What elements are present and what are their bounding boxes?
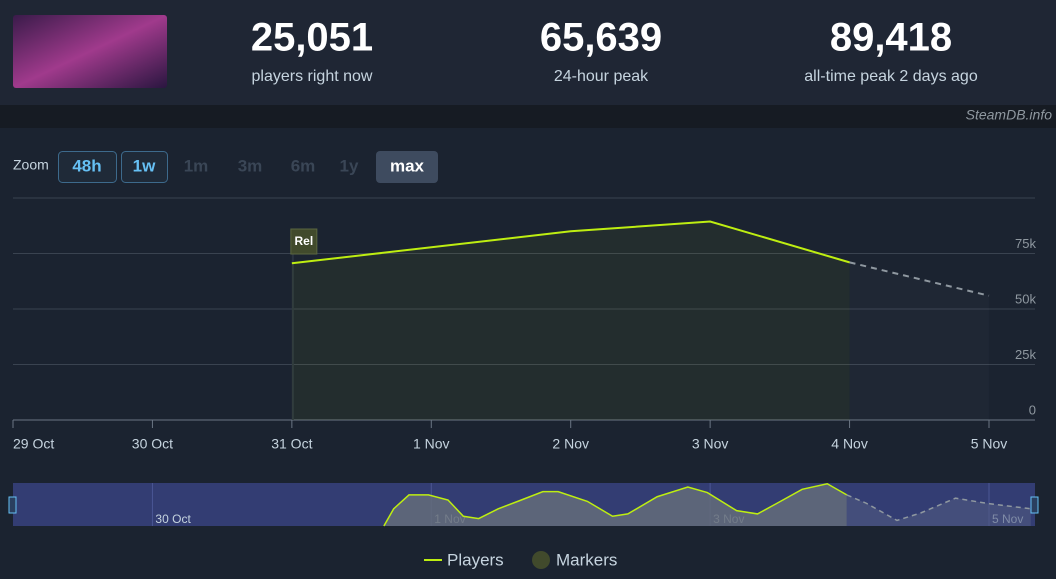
zoom-button-label[interactable]: 6m — [291, 156, 316, 175]
series-area — [291, 221, 850, 420]
navigator-handle[interactable] — [1030, 496, 1039, 514]
x-tick-label: 4 Nov — [831, 436, 868, 452]
marker-label: Rel — [295, 234, 314, 248]
x-tick-label: 3 Nov — [692, 436, 729, 452]
stat-label: 24-hour peak — [554, 68, 649, 85]
navigator-area — [383, 483, 847, 526]
zoom-button-label[interactable]: 1m — [184, 156, 209, 175]
navigator-handle[interactable] — [8, 496, 17, 514]
zoom-button-label[interactable]: 3m — [238, 156, 263, 175]
navigator-projection — [846, 494, 1031, 522]
strip — [0, 105, 1056, 128]
x-tick-label: 5 Nov — [971, 436, 1008, 452]
watermark: SteamDB.info — [966, 107, 1053, 123]
stat-value: 89,418 — [830, 16, 952, 60]
legend-label[interactable]: Players — [447, 550, 504, 569]
zoom-button[interactable] — [121, 151, 168, 183]
zoom-button[interactable] — [58, 151, 117, 183]
legend-label[interactable]: Markers — [556, 550, 617, 569]
stat-label: players right now — [252, 68, 373, 85]
stat-label: all-time peak 2 days ago — [804, 68, 978, 85]
stat-value: 25,051 — [251, 16, 373, 60]
x-tick-label: 1 Nov — [413, 436, 450, 452]
stat-value: 65,639 — [540, 16, 662, 60]
zoom-label: Zoom — [13, 157, 49, 173]
x-tick-label: 31 Oct — [271, 436, 312, 452]
navigator-tick-label: 30 Oct — [155, 512, 191, 526]
game-thumbnail — [13, 15, 167, 88]
y-tick-label: 0 — [1029, 402, 1036, 417]
zoom-button[interactable] — [376, 151, 438, 183]
zoom-button-label[interactable]: 48h — [72, 156, 101, 175]
x-tick-label: 2 Nov — [552, 436, 589, 452]
navigator-projection-area — [846, 494, 1031, 526]
header-bg — [0, 0, 1056, 105]
y-tick-label: 75k — [1015, 236, 1036, 251]
marker-flag — [290, 228, 318, 255]
y-tick-label: 50k — [1015, 291, 1036, 306]
x-tick-label: 30 Oct — [132, 436, 173, 452]
legend-marker-swatch — [532, 551, 550, 569]
series-line — [291, 220, 850, 265]
projection-area — [850, 262, 989, 420]
navigator-line — [383, 482, 848, 527]
y-tick-label: 25k — [1015, 347, 1036, 362]
x-tick-label: 29 Oct — [13, 436, 54, 452]
marker-band — [291, 238, 294, 420]
projection-line — [849, 261, 990, 297]
zoom-button-label[interactable]: 1y — [340, 156, 359, 175]
zoom-button-label[interactable]: 1w — [133, 156, 156, 175]
zoom-button-label[interactable]: max — [390, 156, 425, 175]
